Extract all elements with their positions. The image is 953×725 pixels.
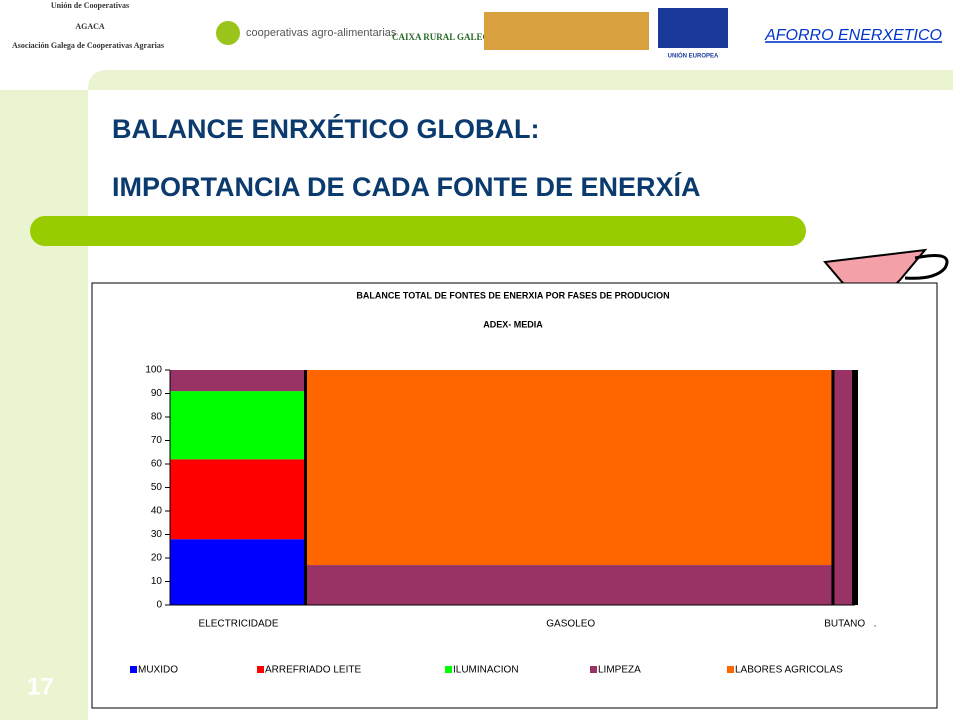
logo-text: AGACA: [75, 22, 105, 31]
header-band: [0, 0, 953, 68]
logo-eu: [658, 8, 728, 48]
side-strip: [0, 90, 88, 720]
y-tick-label: 70: [151, 435, 163, 446]
logo-text: cooperativas agro-alimentarias: [246, 27, 397, 39]
chart-title: BALANCE TOTAL DE FONTES DE ENERXIA POR F…: [356, 290, 669, 300]
separator: [852, 370, 858, 605]
green-bar: [30, 216, 806, 246]
logo-text: CAIXA RURAL GALEGA: [392, 32, 497, 42]
legend-swatch: [130, 666, 137, 673]
x-tick-label: GASOLEO: [546, 619, 595, 630]
y-tick-label: 20: [151, 553, 163, 564]
segment: [834, 370, 855, 605]
x-tick-label: ELECTRICIDADE: [198, 619, 278, 630]
y-tick-label: 0: [156, 600, 162, 611]
legend-label: ARREFRIADO LEITE: [265, 665, 361, 676]
slide-title: BALANCE ENRXÉTICO GLOBAL:: [112, 113, 540, 144]
legend-swatch: [590, 666, 597, 673]
segment: [170, 391, 307, 460]
y-tick-label: 80: [151, 412, 163, 423]
y-tick-label: 50: [151, 482, 163, 493]
legend-label: ILUMINACION: [453, 665, 519, 676]
slide-number: 17: [27, 673, 54, 700]
y-tick-label: 30: [151, 529, 163, 540]
logo-text: UNIÓN EUROPEA: [668, 52, 719, 60]
legend-label: MUXIDO: [138, 665, 178, 676]
header-link[interactable]: AFORRO ENERXETICO: [764, 27, 942, 44]
logo-icon: [216, 21, 240, 45]
legend-label: LABORES AGRICOLAS: [735, 665, 843, 676]
y-tick-label: 100: [145, 365, 162, 376]
segment: [170, 539, 307, 605]
segment: [170, 459, 307, 540]
slide-title: IMPORTANCIA DE CADA FONTE DE ENERXÍA: [112, 171, 701, 202]
top-corner: [88, 70, 953, 90]
y-tick-label: 10: [151, 576, 163, 587]
logo-text: Asociación Galega de Cooperativas Agrari…: [12, 41, 164, 50]
x-tick-label: BUTANO: [824, 619, 865, 630]
legend-swatch: [727, 666, 734, 673]
legend-label: LIMPEZA: [598, 665, 641, 676]
logo-gov: [484, 12, 649, 50]
y-tick-label: 60: [151, 459, 163, 470]
y-tick-label: 40: [151, 506, 163, 517]
segment: [307, 565, 835, 605]
chart-subtitle: ADEX- MEDIA: [483, 319, 543, 329]
y-tick-label: 90: [151, 388, 163, 399]
x-tick-label: .: [874, 619, 877, 630]
logo-text: Unión de Cooperativas: [51, 1, 129, 10]
legend-swatch: [445, 666, 452, 673]
legend-swatch: [257, 666, 264, 673]
segment: [170, 370, 307, 392]
segment: [307, 370, 835, 566]
